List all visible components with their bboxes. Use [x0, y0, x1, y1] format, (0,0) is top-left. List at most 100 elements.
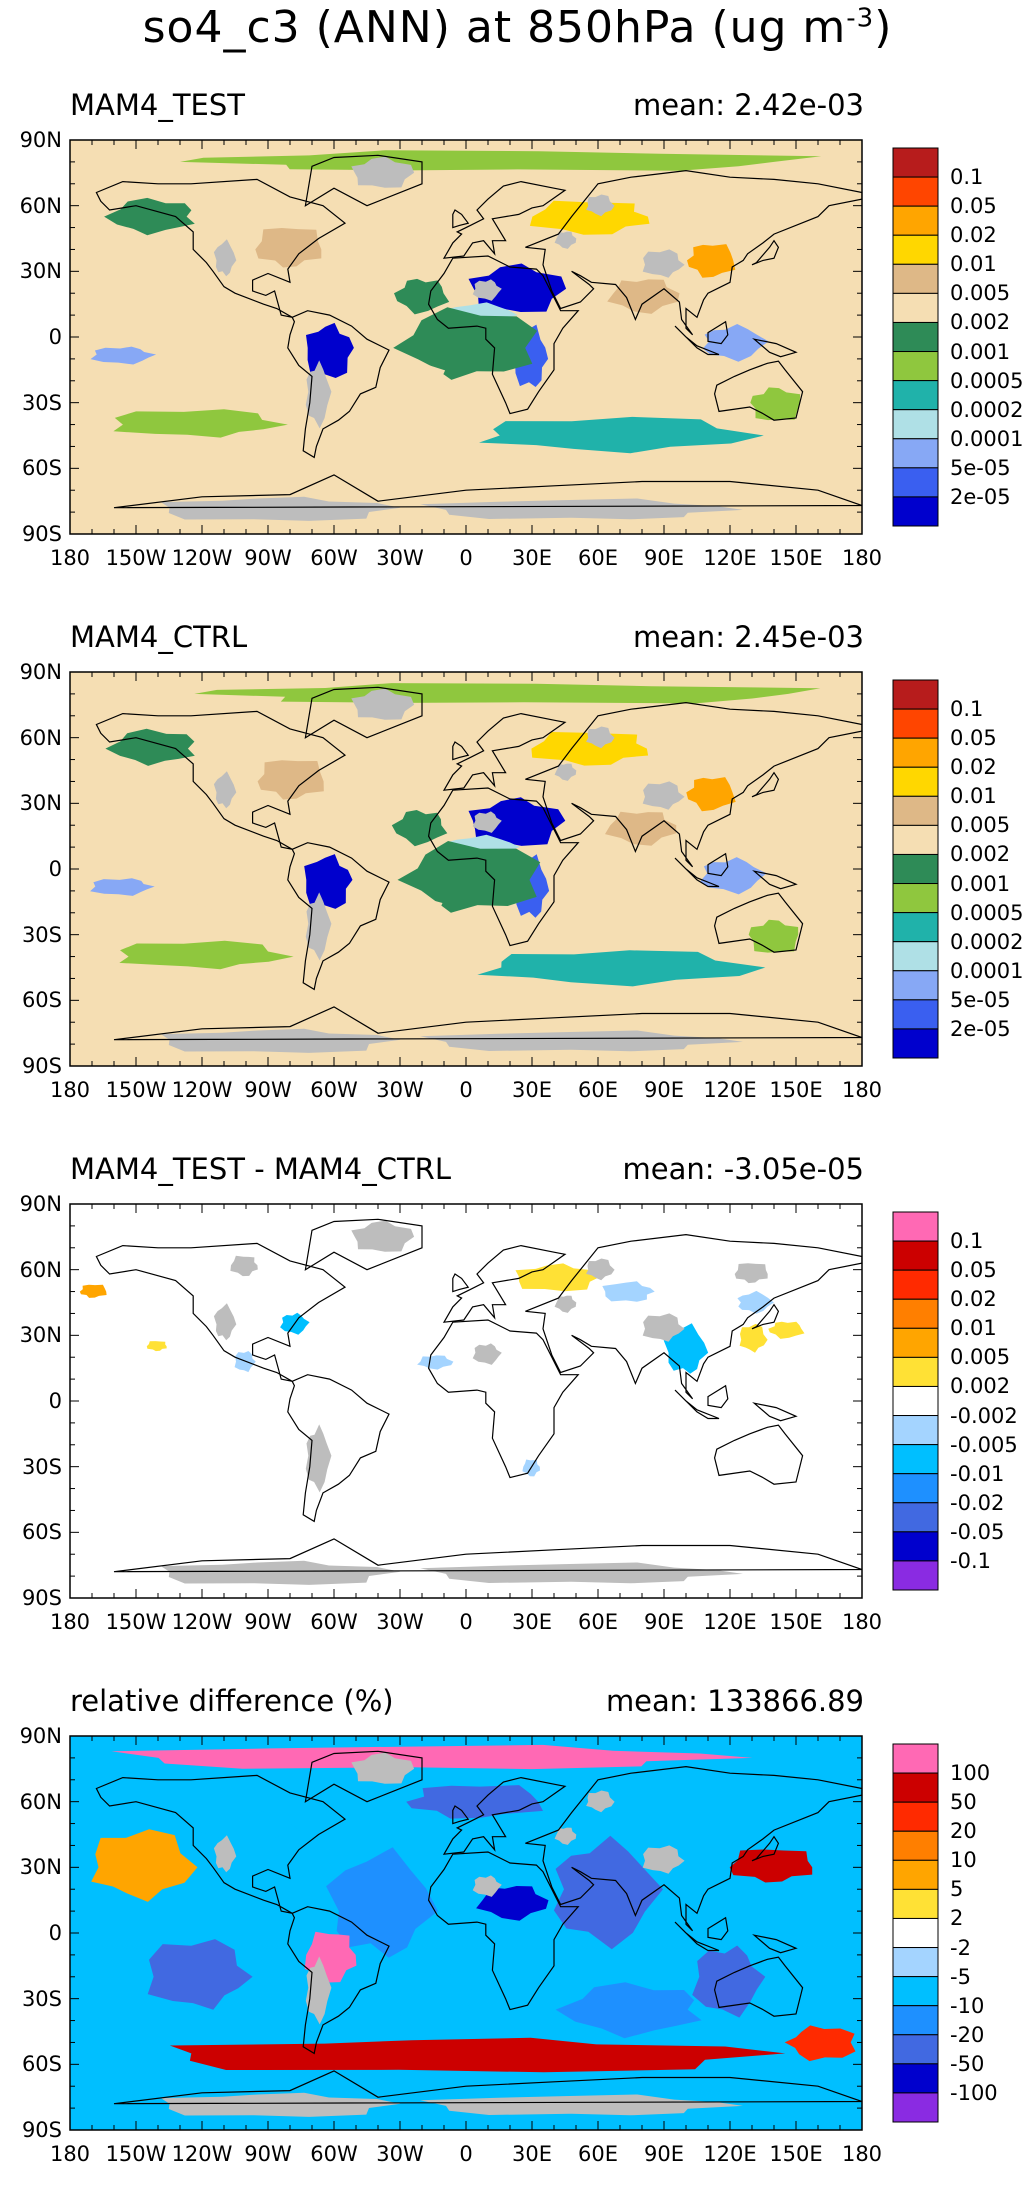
coastline [707, 852, 729, 877]
lon-label: 180 [841, 2142, 883, 2166]
lat-label: 90S [21, 522, 62, 546]
lat-label: 30S [21, 390, 62, 415]
lon-label: 90W [244, 1610, 292, 1634]
field-region [146, 1341, 167, 1352]
field-region [113, 409, 288, 438]
field-region [191, 1809, 302, 1845]
lat-label: 60N [19, 193, 62, 218]
lon-label: 0 [459, 1610, 473, 1634]
missing-data-region [472, 1343, 502, 1365]
field-region [90, 878, 155, 896]
colorbar-label: 2e-05 [950, 484, 1011, 509]
colorbar-swatch [892, 1444, 939, 1475]
field-region [355, 893, 446, 937]
coastline [95, 1242, 347, 1382]
missing-data-region [351, 156, 415, 188]
colorbar-label: 0.005 [950, 813, 1011, 838]
colorbar-label: -10 [950, 1993, 985, 2018]
colorbar-swatch [892, 1917, 939, 1949]
missing-data-region [160, 496, 401, 521]
lon-label: 120W [171, 2142, 233, 2166]
colorbar-swatch [892, 467, 939, 498]
colorbar-label: 0.0002 [950, 929, 1024, 954]
missing-data-region [586, 726, 615, 749]
colorbar-swatch [892, 1859, 939, 1890]
lon-label: 0 [459, 1078, 473, 1102]
colorbar-swatch [892, 795, 939, 826]
colorbar-label: 0.05 [950, 1258, 997, 1283]
panel-title: relative difference (%) [70, 1684, 394, 1718]
missing-data-region [642, 781, 685, 810]
missing-data-region [642, 249, 685, 278]
field-region [184, 349, 296, 386]
colorbar-label: 0.02 [950, 223, 997, 248]
lon-label: 120W [171, 1610, 233, 1634]
lon-label: 90E [644, 546, 684, 570]
lat-label: 30S [21, 922, 62, 947]
field-region [768, 1321, 805, 1339]
lat-label: 60S [21, 1520, 62, 1545]
lon-label: 150W [105, 546, 167, 570]
missing-data-region [420, 1562, 743, 1584]
lon-label: 180 [49, 546, 91, 570]
lat-label: 90N [19, 1724, 62, 1748]
lon-label: 90E [644, 2142, 684, 2166]
colorbar-swatch [892, 941, 939, 972]
missing-data-region [213, 771, 237, 809]
colorbar-swatch [892, 824, 939, 855]
colorbar-label: -0.002 [950, 1403, 1018, 1428]
colorbar-swatch [892, 176, 939, 207]
lon-label: 180 [841, 546, 883, 570]
colorbar-swatch [892, 1830, 939, 1861]
missing-data-region [472, 811, 502, 833]
field-region [479, 416, 764, 454]
lon-label: 180 [841, 1078, 883, 1102]
colorbar-swatch [892, 1772, 939, 1803]
missing-data-region [586, 1790, 615, 1813]
colorbar-label: 0.001 [950, 339, 1011, 364]
lon-label: 180 [49, 1078, 91, 1102]
colorbar-label: 0.1 [950, 697, 984, 722]
colorbar-label: 10 [950, 1848, 977, 1873]
coastline [751, 1303, 780, 1330]
lon-label: 30E [512, 546, 552, 570]
lon-label: 150W [105, 1610, 167, 1634]
lon-label: 60W [310, 1610, 358, 1634]
coastline [707, 320, 729, 345]
colorbar-swatch [892, 2005, 939, 2036]
lon-label: 180 [49, 2142, 91, 2166]
coastline [95, 1774, 347, 1914]
coastline [525, 701, 862, 868]
field-region [692, 1945, 766, 2018]
colorbar-swatch [892, 883, 939, 914]
coastline [442, 1776, 567, 1855]
missing-data-region [554, 231, 577, 249]
coastline [751, 239, 780, 266]
coastline [95, 710, 347, 850]
map-svg [69, 671, 939, 1067]
missing-data-region [351, 1220, 415, 1252]
lon-label: 60E [578, 1078, 618, 1102]
lat-label: 30S [21, 1986, 62, 2011]
colorbar-label: -20 [950, 2022, 985, 2047]
colorbar-swatch [892, 1327, 939, 1358]
coastline [304, 1218, 423, 1271]
colorbar-swatch [892, 1385, 939, 1417]
field-region [529, 200, 650, 235]
missing-data-region [213, 239, 237, 277]
colorbar-swatch [892, 1801, 939, 1832]
colorbar-swatch [892, 912, 939, 943]
colorbar-label: -0.05 [950, 1519, 1005, 1544]
coastline [113, 1006, 862, 1041]
coastline [674, 857, 720, 888]
lat-label: 0 [48, 857, 62, 881]
field-region [605, 811, 677, 846]
coastline [752, 1934, 798, 1954]
field-region [393, 307, 538, 380]
colorbar-swatch [892, 1269, 939, 1300]
coastline [95, 178, 347, 318]
field-region [476, 1886, 549, 1921]
colorbar-swatch [892, 1240, 939, 1271]
missing-data-region [472, 1875, 502, 1897]
colorbar-swatch [892, 737, 939, 768]
